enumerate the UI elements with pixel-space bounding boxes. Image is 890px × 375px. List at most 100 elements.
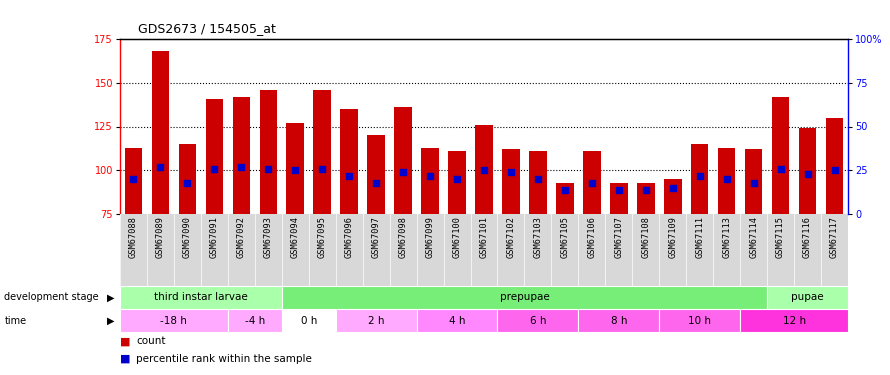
Bar	[417, 309, 498, 332]
Point	[773, 165, 788, 171]
Point	[477, 167, 491, 173]
Bar	[767, 286, 848, 309]
Point	[666, 185, 680, 191]
Bar	[394, 107, 412, 214]
Text: GSM67088: GSM67088	[129, 216, 138, 258]
Text: -4 h: -4 h	[245, 315, 265, 326]
Point	[719, 176, 733, 182]
Bar	[610, 183, 627, 214]
Bar	[368, 135, 384, 214]
Point	[181, 180, 195, 186]
Text: GSM67111: GSM67111	[695, 216, 704, 258]
Point	[342, 172, 356, 178]
Text: GSM67103: GSM67103	[533, 216, 542, 258]
Bar	[228, 309, 282, 332]
Bar	[745, 149, 763, 214]
Bar	[691, 144, 708, 214]
Text: GSM67091: GSM67091	[210, 216, 219, 258]
Bar	[421, 147, 439, 214]
Bar	[120, 286, 282, 309]
Bar	[740, 309, 848, 332]
Text: 12 h: 12 h	[782, 315, 805, 326]
Point	[207, 165, 222, 171]
Point	[639, 186, 653, 192]
Bar	[206, 99, 223, 214]
Bar	[799, 128, 816, 214]
Text: 6 h: 6 h	[530, 315, 546, 326]
Bar	[718, 147, 735, 214]
Point	[450, 176, 465, 182]
Bar	[179, 144, 196, 214]
Point	[315, 165, 329, 171]
Point	[558, 186, 572, 192]
Bar	[282, 309, 336, 332]
Bar	[664, 179, 682, 214]
Bar	[498, 309, 578, 332]
Bar	[578, 309, 659, 332]
Point	[126, 176, 141, 182]
Text: GSM67109: GSM67109	[668, 216, 677, 258]
Bar	[530, 151, 546, 214]
Text: 0 h: 0 h	[301, 315, 317, 326]
Text: GSM67090: GSM67090	[183, 216, 192, 258]
Bar	[232, 97, 250, 214]
Text: GSM67093: GSM67093	[263, 216, 273, 258]
Point	[611, 186, 626, 192]
Text: GSM67108: GSM67108	[642, 216, 651, 258]
Point	[530, 176, 545, 182]
Text: GSM67106: GSM67106	[587, 216, 596, 258]
Point	[396, 169, 410, 175]
Bar	[502, 149, 520, 214]
Bar	[449, 151, 465, 214]
Bar	[125, 147, 142, 214]
Text: GSM67113: GSM67113	[722, 216, 732, 258]
Point	[828, 167, 842, 173]
Text: 8 h: 8 h	[611, 315, 627, 326]
Text: GSM67096: GSM67096	[344, 216, 353, 258]
Bar	[637, 183, 654, 214]
Bar	[120, 309, 228, 332]
Bar	[826, 118, 844, 214]
Text: prepupae: prepupae	[499, 292, 549, 303]
Text: GSM67102: GSM67102	[506, 216, 515, 258]
Point	[585, 180, 599, 186]
Point	[261, 165, 275, 171]
Bar	[260, 90, 277, 214]
Bar	[340, 109, 358, 214]
Bar	[556, 183, 574, 214]
Text: GDS2673 / 154505_at: GDS2673 / 154505_at	[138, 22, 276, 35]
Point	[369, 180, 384, 186]
Text: 10 h: 10 h	[688, 315, 711, 326]
Text: third instar larvae: third instar larvae	[154, 292, 247, 303]
Text: 2 h: 2 h	[368, 315, 384, 326]
Text: time: time	[4, 315, 27, 326]
Text: development stage: development stage	[4, 292, 99, 303]
Bar	[583, 151, 601, 214]
Point	[692, 172, 707, 178]
Text: ▶: ▶	[107, 315, 114, 326]
Bar	[282, 286, 767, 309]
Text: GSM67098: GSM67098	[399, 216, 408, 258]
Text: GSM67101: GSM67101	[480, 216, 489, 258]
Text: GSM67116: GSM67116	[803, 216, 812, 258]
Bar	[313, 90, 331, 214]
Text: 4 h: 4 h	[449, 315, 465, 326]
Text: GSM67089: GSM67089	[156, 216, 165, 258]
Text: GSM67094: GSM67094	[291, 216, 300, 258]
Text: GSM67117: GSM67117	[830, 216, 839, 258]
Point	[504, 169, 518, 175]
Text: GSM67115: GSM67115	[776, 216, 785, 258]
Text: count: count	[136, 336, 166, 346]
Text: GSM67100: GSM67100	[452, 216, 462, 258]
Text: percentile rank within the sample: percentile rank within the sample	[136, 354, 312, 364]
Text: GSM67114: GSM67114	[749, 216, 758, 258]
Text: GSM67099: GSM67099	[425, 216, 434, 258]
Text: GSM67095: GSM67095	[318, 216, 327, 258]
Text: GSM67107: GSM67107	[614, 216, 623, 258]
Point	[800, 171, 814, 177]
Bar	[287, 123, 304, 214]
Text: ■: ■	[120, 354, 134, 364]
Text: GSM67105: GSM67105	[561, 216, 570, 258]
Bar	[475, 125, 493, 214]
Point	[234, 164, 248, 170]
